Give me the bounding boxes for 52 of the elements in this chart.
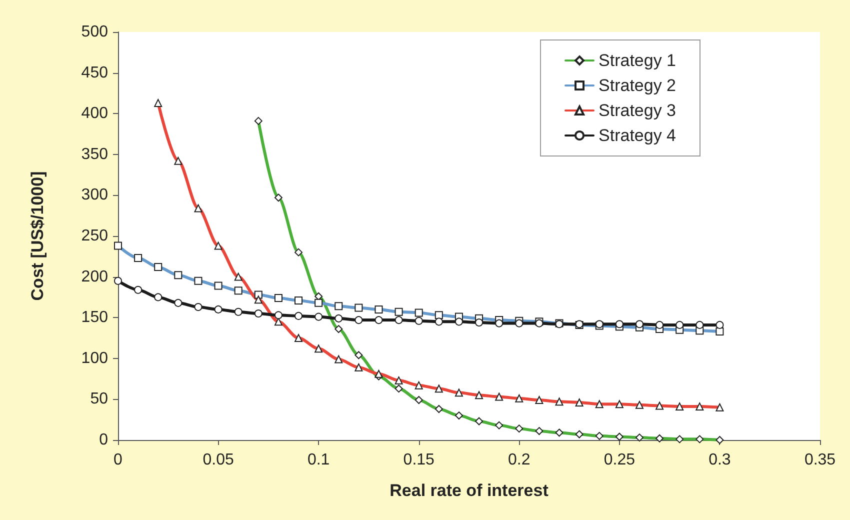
point bbox=[154, 293, 162, 302]
legend-label: Strategy 4 bbox=[598, 126, 676, 145]
point bbox=[114, 276, 122, 285]
point bbox=[696, 320, 704, 329]
legend-label: Strategy 2 bbox=[598, 76, 676, 95]
y-axis-title: Cost [US$/1000] bbox=[28, 171, 47, 301]
y-tick-label: 50 bbox=[90, 390, 108, 408]
point bbox=[615, 320, 624, 328]
y-tick-label: 200 bbox=[81, 268, 108, 286]
point bbox=[635, 320, 644, 328]
point bbox=[414, 316, 423, 325]
x-tick-label: 0.3 bbox=[708, 452, 731, 468]
y-tick-label: 250 bbox=[81, 228, 108, 244]
x-tick-label: 0.05 bbox=[202, 452, 234, 468]
x-tick-label: 0.15 bbox=[403, 452, 435, 468]
y-tick-label: 0 bbox=[99, 432, 108, 448]
point bbox=[274, 311, 282, 320]
x-tick-label: 0 bbox=[114, 452, 123, 468]
point bbox=[374, 316, 383, 324]
point bbox=[254, 310, 262, 318]
y-tick-label: 150 bbox=[81, 309, 108, 326]
point bbox=[656, 320, 664, 329]
point bbox=[334, 314, 343, 322]
point bbox=[475, 318, 484, 326]
x-tick-label: 0.1 bbox=[307, 452, 330, 468]
point bbox=[214, 305, 222, 314]
point bbox=[454, 318, 463, 326]
point bbox=[354, 316, 363, 324]
point bbox=[716, 320, 724, 329]
x-axis-title: Real rate of interest bbox=[390, 481, 549, 500]
point bbox=[495, 319, 504, 328]
point bbox=[194, 302, 202, 311]
point bbox=[294, 312, 303, 320]
point bbox=[134, 286, 142, 294]
y-tick-label: 100 bbox=[81, 350, 108, 367]
point bbox=[234, 308, 242, 316]
y-tick-label: 300 bbox=[81, 186, 108, 204]
x-tick-label: 0.2 bbox=[508, 452, 530, 468]
y-tick-label: 500 bbox=[81, 24, 108, 40]
x-tick-label: 0.35 bbox=[804, 452, 836, 468]
legend-label: Strategy 1 bbox=[598, 51, 676, 70]
point bbox=[515, 319, 524, 328]
x-tick-label: 0.25 bbox=[604, 452, 636, 468]
y-tick-label: 400 bbox=[81, 105, 108, 122]
legend-label: Strategy 3 bbox=[598, 101, 676, 120]
point bbox=[314, 312, 323, 321]
point bbox=[676, 320, 684, 329]
y-tick-label: 450 bbox=[81, 64, 108, 82]
point bbox=[434, 318, 443, 326]
y-tick-label: 350 bbox=[81, 146, 108, 163]
point bbox=[174, 298, 182, 307]
point bbox=[394, 316, 403, 324]
